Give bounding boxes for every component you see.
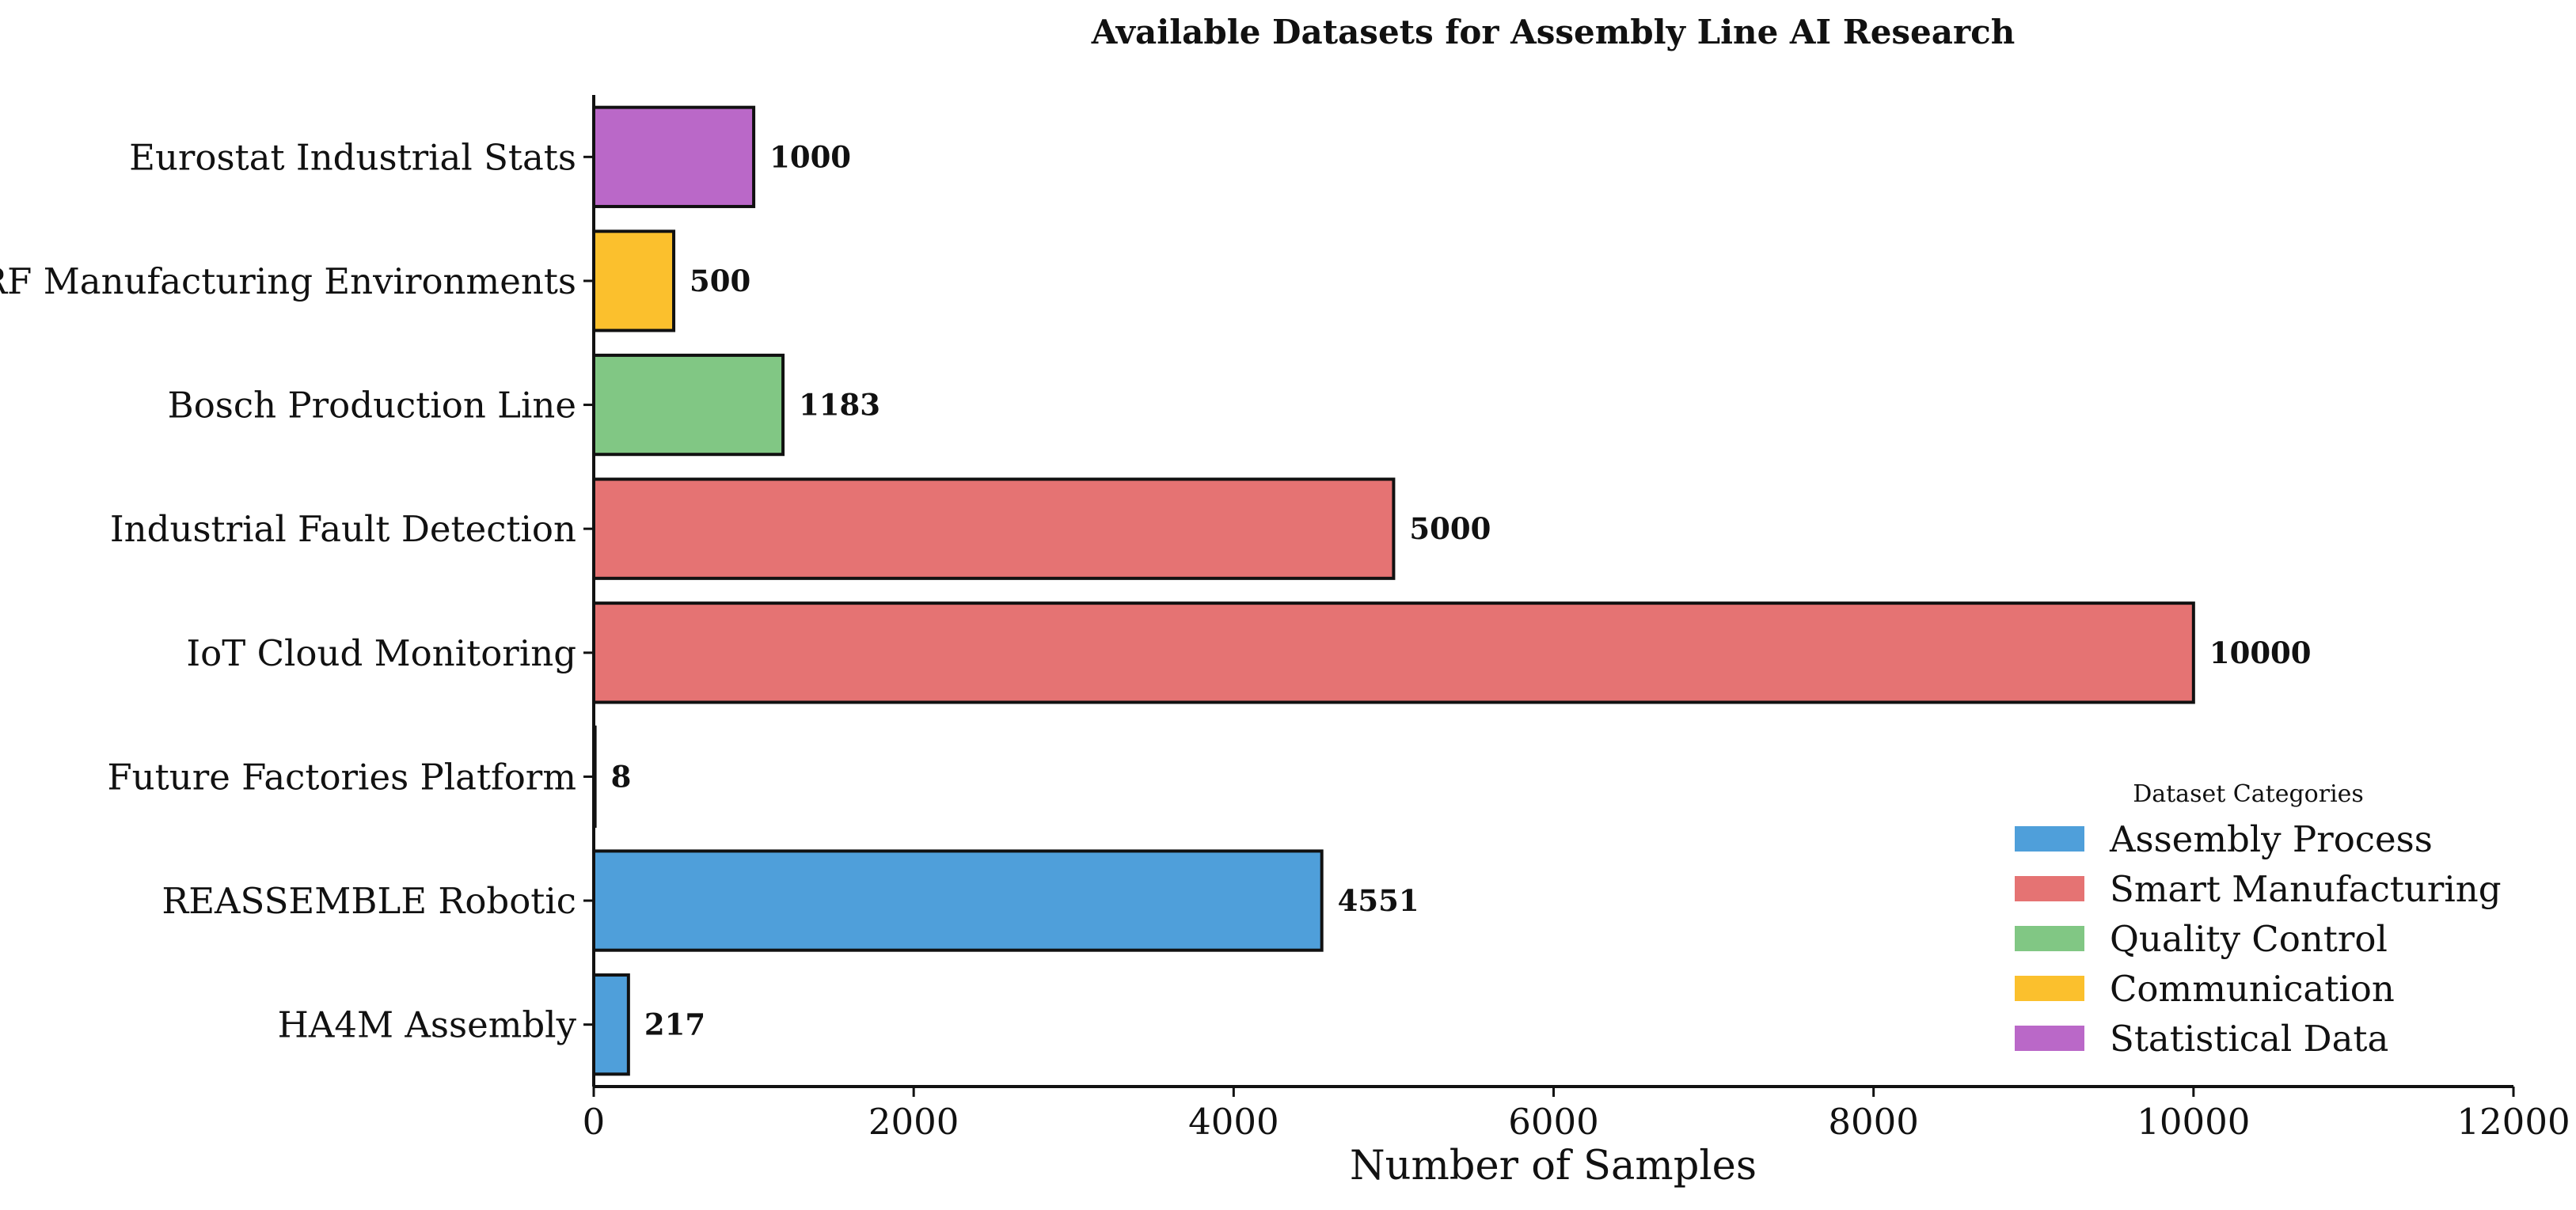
bar-ha4m-assembly <box>592 973 630 1076</box>
value-label-eurostat-industrial-stats: 1000 <box>769 139 851 174</box>
y-tick-label-reassemble-robotic: REASSEMBLE Robotic <box>161 880 576 922</box>
bars-layer: 217 4551 8 10000 5000 1183 500 1000 <box>592 105 2312 1076</box>
bar-reassemble-robotic <box>592 849 1324 952</box>
legend-label-smart-manufacturing: Smart Manufacturing <box>2110 868 2502 910</box>
legend-swatch-communication <box>2015 976 2084 1001</box>
bar-iot-cloud-monitoring <box>592 601 2195 704</box>
y-tick-label-bosch-production-line: Bosch Production Line <box>168 385 576 427</box>
value-label-rf-manufacturing-environments: 500 <box>690 264 750 298</box>
x-tick-label-6000: 6000 <box>1508 1101 1599 1143</box>
y-tick-label-industrial-fault-detection: Industrial Fault Detection <box>110 508 576 550</box>
y-tick-label-iot-cloud-monitoring: IoT Cloud Monitoring <box>186 632 576 674</box>
bar-bosch-production-line <box>592 353 785 457</box>
x-tick-label-0: 0 <box>583 1101 606 1143</box>
y-tick-label-rf-manufacturing-environments: RF Manufacturing Environments <box>0 260 576 302</box>
legend-label-assembly-process: Assembly Process <box>2109 818 2433 860</box>
x-tick-label-10000: 10000 <box>2137 1101 2250 1143</box>
axes-layer: HA4M Assembly REASSEMBLE Robotic Future Fa… <box>0 95 2570 1143</box>
value-label-bosch-production-line: 1183 <box>799 388 880 423</box>
x-tick-label-2000: 2000 <box>868 1101 959 1143</box>
bar-industrial-fault-detection <box>592 477 1396 580</box>
legend-label-statistical-data: Statistical Data <box>2110 1018 2388 1060</box>
legend-swatch-smart-manufacturing <box>2015 876 2084 901</box>
value-label-industrial-fault-detection: 5000 <box>1409 511 1491 546</box>
legend-swatch-quality-control <box>2015 926 2084 951</box>
x-axis-label: Number of Samples <box>1350 1143 1757 1189</box>
legend-label-quality-control: Quality Control <box>2110 918 2388 960</box>
legend: Dataset Categories Assembly Process Smart … <box>2015 780 2502 1060</box>
bar-rf-manufacturing-environments <box>592 229 676 332</box>
y-tick-label-eurostat-industrial-stats: Eurostat Industrial Stats <box>129 136 576 178</box>
chart-title: Available Datasets for Assembly Line AI … <box>1091 13 2015 51</box>
value-label-ha4m-assembly: 217 <box>644 1007 705 1042</box>
y-tick-label-ha4m-assembly: HA4M Assembly <box>278 1004 577 1046</box>
y-tick-label-future-factories-platform: Future Factories Platform <box>107 756 576 798</box>
value-label-iot-cloud-monitoring: 10000 <box>2209 635 2312 670</box>
value-label-reassemble-robotic: 4551 <box>1338 883 1419 918</box>
x-tick-label-4000: 4000 <box>1188 1101 1279 1143</box>
x-tick-label-8000: 8000 <box>1828 1101 1919 1143</box>
legend-swatch-statistical-data <box>2015 1026 2084 1051</box>
x-tick-label-12000: 12000 <box>2456 1101 2570 1143</box>
legend-swatch-assembly-process <box>2015 826 2084 852</box>
value-label-future-factories-platform: 8 <box>611 759 632 794</box>
bar-eurostat-industrial-stats <box>592 105 756 208</box>
legend-label-communication: Communication <box>2110 968 2395 1010</box>
legend-title: Dataset Categories <box>2133 780 2364 808</box>
